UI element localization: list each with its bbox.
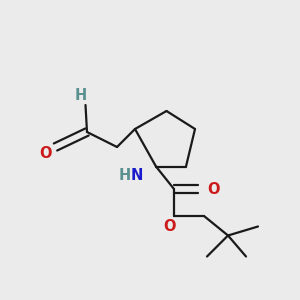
- Text: O: O: [207, 182, 219, 196]
- Text: N: N: [130, 168, 143, 183]
- Text: O: O: [163, 219, 176, 234]
- Text: H: H: [75, 88, 87, 104]
- Text: H: H: [118, 168, 130, 183]
- Text: O: O: [39, 146, 51, 160]
